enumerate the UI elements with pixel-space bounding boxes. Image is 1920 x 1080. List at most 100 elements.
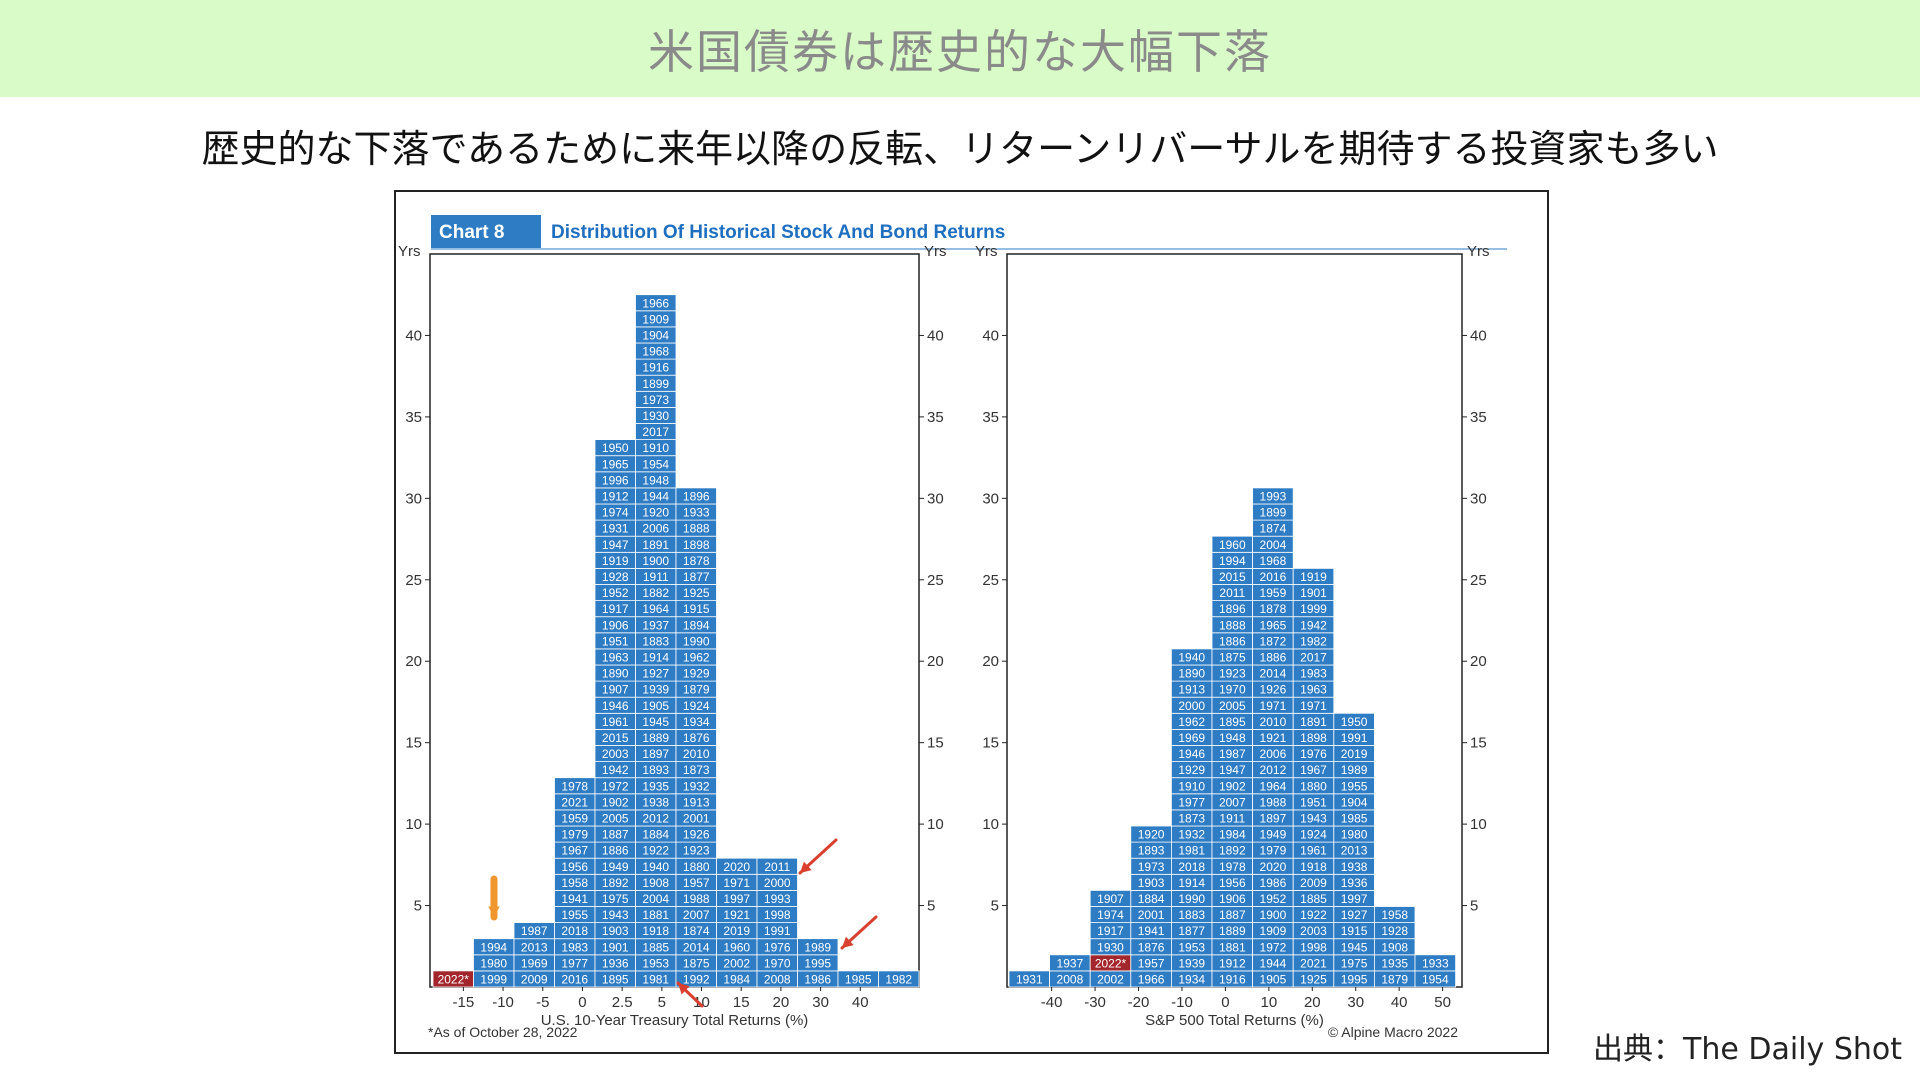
bar-year-label: 1974 (1097, 908, 1124, 922)
bar-year-label: 1982 (1300, 634, 1327, 648)
bar-year-label: 1894 (683, 618, 710, 632)
bar-year-label: 1883 (1178, 908, 1205, 922)
y-tick-label-left: 15 (405, 735, 422, 752)
y-tick-label-left: 10 (982, 816, 999, 833)
bar-year-label: 1914 (642, 651, 669, 665)
as-of-note: *As of October 28, 2022 (428, 1024, 578, 1040)
bar-year-label: 1895 (1219, 715, 1246, 729)
bar-year-label: 2018 (1178, 860, 1205, 874)
bar-year-label: 1897 (642, 747, 669, 761)
bar-year-label: 1889 (1219, 924, 1246, 938)
bar-year-label: 1977 (561, 956, 588, 970)
y-tick-label-left: 5 (991, 898, 999, 915)
bar-year-label: 1942 (1300, 618, 1327, 632)
bar-year-label: 1961 (602, 715, 629, 729)
bar-year-label: 1967 (561, 844, 588, 858)
bar-year-label: 1975 (602, 892, 629, 906)
bar-year-label: 2006 (1260, 747, 1287, 761)
red-arrow-1981 (676, 981, 704, 1008)
bar-year-label: 1981 (642, 973, 669, 987)
chart-svg: Chart 8 Distribution Of Historical Stock… (398, 215, 1507, 1040)
bar-year-label: 1955 (561, 908, 588, 922)
bar-year-label: 1889 (642, 731, 669, 745)
bar-year-label: 1878 (1260, 602, 1287, 616)
bar-year-label: 1994 (480, 940, 507, 954)
bar-year-label: 1982 (885, 973, 912, 987)
bar-year-label: 1925 (683, 586, 710, 600)
bar-year-label: 1887 (1219, 908, 1246, 922)
bar-year-label: 1936 (602, 956, 629, 970)
bar-year-label: 1911 (1219, 812, 1245, 826)
x-tick-label: 50 (1434, 994, 1451, 1011)
bar-year-label: 1973 (1138, 860, 1165, 874)
bar-year-label: 1966 (1138, 973, 1165, 987)
bar-year-label: 2004 (1260, 538, 1287, 552)
bar-year-label: 1970 (764, 956, 791, 970)
x-axis-label: S&P 500 Total Returns (%) (1145, 1012, 1324, 1029)
bar-year-label: 1937 (642, 618, 669, 632)
y-tick-label-right: 35 (927, 409, 944, 426)
bar-year-label: 2014 (683, 940, 710, 954)
bar-year-label: 1928 (1381, 924, 1408, 938)
bar-year-label: 2019 (1341, 747, 1368, 761)
bar-year-label: 1924 (1300, 828, 1327, 842)
bar-year-label: 1910 (1178, 779, 1205, 793)
bar-year-label: 1973 (642, 393, 669, 407)
x-tick-label: 5 (658, 994, 666, 1011)
bar-year-label: 2007 (683, 908, 710, 922)
bar-year-label: 1921 (723, 908, 750, 922)
bar-year-label: 1945 (1341, 940, 1368, 954)
bar-year-label: 2001 (683, 812, 710, 826)
y-axis-label-left: Yrs (975, 243, 998, 260)
bar-year-label: 1927 (1341, 908, 1368, 922)
y-tick-label-left: 15 (982, 735, 999, 752)
bar-year-label: 1971 (723, 876, 750, 890)
bar-year-label: 1936 (1341, 876, 1368, 890)
y-tick-label-left: 35 (405, 409, 422, 426)
bar-year-label: 1970 (1219, 683, 1246, 697)
bar-year-label: 1988 (683, 892, 710, 906)
bar-year-label: 1872 (1260, 634, 1287, 648)
bar-year-label: 1902 (602, 795, 629, 809)
bar-year-label: 1913 (1178, 683, 1205, 697)
bar-year-label: 1958 (1381, 908, 1408, 922)
x-tick-label: -40 (1041, 994, 1063, 1011)
bar-year-label: 2011 (1219, 586, 1245, 600)
bar-year-label: 1904 (642, 329, 669, 343)
bar-year-label: 1932 (1178, 828, 1205, 842)
bar-year-label: 2022* (1095, 956, 1127, 970)
bar-year-label: 1899 (1260, 506, 1287, 520)
bar-year-label: 1975 (1341, 956, 1368, 970)
bar-year-label: 2005 (602, 812, 629, 826)
bar-year-label: 1948 (1219, 731, 1246, 745)
bar-year-label: 1966 (642, 296, 669, 310)
red-arrow-2000 (798, 838, 838, 875)
bar-year-label: 1891 (1300, 715, 1327, 729)
bar-year-label: 1958 (561, 876, 588, 890)
bar-year-label: 1971 (1260, 699, 1287, 713)
bar-year-label: 1947 (1219, 763, 1246, 777)
bar-year-label: 1890 (1178, 667, 1205, 681)
y-tick-label-right: 20 (1470, 653, 1487, 670)
bar-year-label: 1987 (521, 924, 548, 938)
bar-year-label: 1939 (642, 683, 669, 697)
bar-year-label: 1918 (1300, 860, 1327, 874)
bar-year-label: 1884 (1138, 892, 1165, 906)
bar-year-label: 1908 (642, 876, 669, 890)
bar-year-label: 1895 (602, 973, 629, 987)
bar-year-label: 1962 (1178, 715, 1205, 729)
bar-year-label: 1888 (1219, 618, 1246, 632)
bar-year-label: 1995 (804, 956, 831, 970)
bar-cell (1374, 906, 1416, 924)
bar-year-label: 1967 (1300, 763, 1327, 777)
y-tick-label-left: 20 (982, 653, 999, 670)
bar-year-label: 1993 (764, 892, 791, 906)
y-tick-label-right: 30 (1470, 490, 1487, 507)
bar-year-label: 1957 (683, 876, 710, 890)
bar-year-label: 2011 (764, 860, 790, 874)
bar-year-label: 1917 (1097, 924, 1124, 938)
bar-year-label: 2013 (1341, 844, 1368, 858)
y-tick-label-left: 25 (982, 572, 999, 589)
bar-year-label: 2015 (1219, 570, 1246, 584)
